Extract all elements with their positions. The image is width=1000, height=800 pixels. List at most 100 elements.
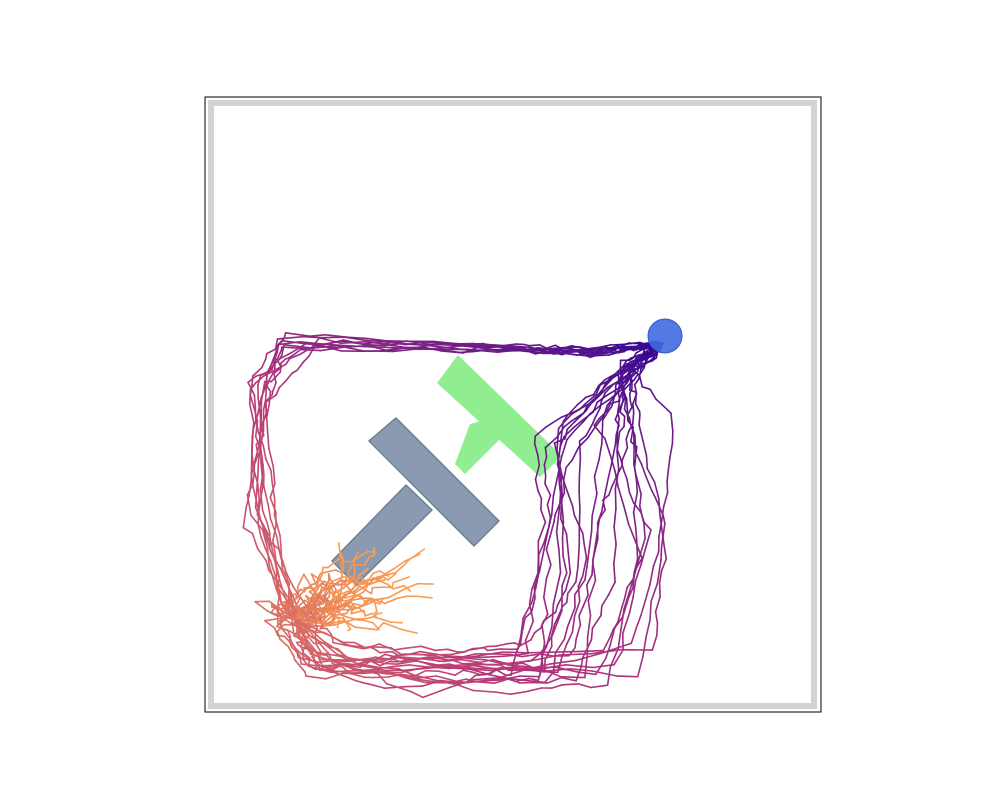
trajectory-segment (427, 680, 450, 684)
trajectory-segment (417, 675, 438, 679)
trajectory-segment (298, 599, 307, 607)
trajectory-segment (375, 660, 386, 663)
trajectory-segment (325, 627, 333, 636)
trajectory-segment (628, 392, 632, 402)
trajectory-segment (472, 689, 498, 694)
trajectory-segment (268, 364, 272, 372)
trajectory-segment (311, 636, 326, 645)
trajectory-segment (660, 506, 665, 522)
trajectory-segment (400, 628, 419, 635)
trajectory-segment (356, 659, 368, 666)
trajectory-segment (260, 462, 264, 479)
trajectory-segment (607, 405, 613, 412)
trajectory-segment (661, 403, 670, 412)
trajectory-segment (575, 666, 582, 682)
trajectory-segment (256, 396, 263, 416)
trajectory-segment (294, 608, 304, 621)
trajectory-segment (571, 446, 580, 461)
trajectory-segment (519, 631, 523, 645)
trajectory-segment (634, 526, 638, 540)
trajectory-segment (326, 618, 336, 625)
trajectory-segment (641, 385, 652, 391)
trajectory-segment (262, 524, 270, 542)
trajectory-segment (495, 691, 512, 696)
trajectory-segment (393, 655, 417, 662)
trajectory-segment (259, 476, 264, 491)
trajectory-segment (308, 333, 327, 338)
trajectory-segment (609, 627, 616, 646)
trajectory-segment (387, 346, 409, 352)
trajectory-segment (509, 348, 528, 353)
trajectory-segment (594, 346, 608, 351)
trajectory-segment (663, 545, 668, 560)
trajectory-segment (638, 342, 648, 349)
trajectory-segment (640, 511, 646, 524)
trajectory-segment (621, 446, 629, 462)
trajectory-segment (595, 657, 607, 676)
trajectory-segment (617, 627, 622, 650)
trajectory-segment (310, 608, 330, 612)
trajectory-segment (368, 577, 374, 586)
trajectory-segment (662, 491, 669, 508)
trajectory-segment (638, 493, 642, 507)
trajectory-segment (552, 651, 557, 673)
trajectory-segment (261, 528, 269, 550)
trajectory-segment (590, 627, 594, 641)
trajectory-segment (575, 623, 582, 640)
trajectory-segment (498, 668, 527, 679)
trajectory-segment (585, 584, 589, 596)
trajectory-segment (265, 458, 272, 472)
trajectory-segment (629, 400, 633, 409)
block-tee-bar (368, 417, 500, 547)
trajectory-segment (556, 593, 565, 607)
trajectory-segment (609, 400, 620, 405)
trajectory-segment (269, 560, 274, 571)
trajectory-segment (268, 600, 281, 610)
trajectory-segment (656, 559, 662, 585)
trajectory-segment (419, 657, 445, 663)
trajectory-segment (432, 663, 453, 669)
trajectory-segment (315, 572, 322, 585)
trajectory-segment (563, 346, 591, 354)
trajectory-segment (304, 613, 314, 618)
trajectory-segment (371, 597, 387, 605)
trajectory-segment (604, 377, 612, 385)
trajectory-segment (393, 658, 403, 664)
trajectory-segment (404, 553, 421, 562)
trajectory-segment (629, 423, 636, 437)
trajectory-segment (645, 454, 649, 470)
trajectory-segment (318, 596, 326, 603)
trajectory-segment (386, 583, 395, 590)
trajectory-segment (555, 531, 560, 551)
trajectory-segment (278, 380, 286, 389)
agent-circle[interactable] (647, 318, 683, 354)
trajectory-segment (524, 620, 535, 642)
trajectory-segment (371, 346, 390, 352)
trajectory-segment (319, 610, 329, 616)
trajectory-segment (635, 614, 642, 628)
trajectory-segment (317, 620, 329, 625)
trajectory-segment (540, 645, 548, 656)
trajectory-segment (552, 473, 559, 497)
trajectory-segment (613, 526, 617, 545)
trajectory-segment (365, 658, 377, 662)
trajectory-segment (485, 678, 499, 682)
trajectory-segment (621, 379, 625, 393)
trajectory-segment (613, 507, 617, 528)
trajectory-segment (254, 374, 265, 384)
trajectory-segment (586, 426, 596, 440)
trajectory-segment (450, 650, 467, 656)
trajectory-segment (631, 411, 635, 426)
trajectory-segment (581, 557, 588, 577)
trajectory-segment (370, 586, 374, 595)
trajectory-segment (361, 550, 369, 556)
trajectory-segment (651, 634, 658, 651)
trajectory-segment (533, 586, 536, 600)
trajectory-segment (613, 615, 624, 629)
trajectory-segment (472, 676, 501, 681)
trajectory-segment (276, 570, 284, 591)
trajectory-segment (337, 587, 345, 592)
trajectory-segment (363, 340, 385, 345)
trajectory-segment (431, 665, 455, 669)
trajectory-segment (456, 680, 468, 684)
